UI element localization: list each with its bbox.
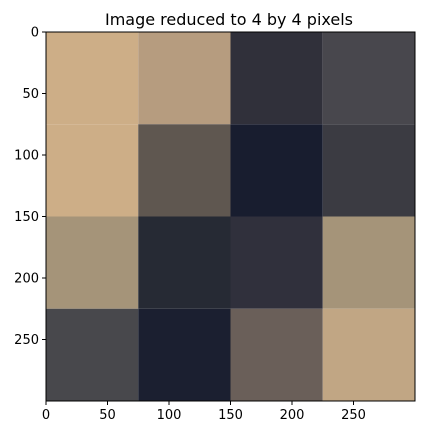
plot-frame [45,31,416,402]
x-axis: 0 50 100 150 200 250 [42,401,366,423]
pixel-cell-r2-c3 [322,216,415,309]
pixel-cell-r0-c1 [138,32,231,125]
y-tick-label: 250 [14,333,39,348]
pixel-cell-r1-c2 [230,124,323,217]
x-tick-label: 200 [280,408,305,423]
x-tick-label: 50 [99,408,116,423]
pixel-cell-r3-c0 [46,308,139,401]
pixel-cell-r3-c3 [322,308,415,401]
pixel-cell-r2-c0 [46,216,139,309]
pixel-grid [46,32,415,401]
x-tick-label: 150 [218,408,243,423]
x-tick-label: 0 [42,408,50,423]
x-tick-label: 100 [157,408,182,423]
pixel-cell-r1-c1 [138,124,231,217]
pixel-cell-r0-c2 [230,32,323,125]
y-tick-label: 150 [14,210,39,225]
pixel-cell-r3-c1 [138,308,231,401]
y-tick-label: 100 [14,149,39,164]
pixel-cell-r0-c3 [322,32,415,125]
pixel-cell-r0-c0 [46,32,139,125]
pixel-cell-r1-c3 [322,124,415,217]
y-tick-label: 200 [14,272,39,287]
pixel-cell-r2-c1 [138,216,231,309]
x-tick-label: 250 [341,408,366,423]
pixel-cell-r2-c2 [230,216,323,309]
chart-title: Image reduced to 4 by 4 pixels [105,10,353,29]
y-tick-label: 0 [31,26,39,41]
pixel-cell-r1-c0 [46,124,139,217]
y-axis: 0 50 100 150 200 250 [14,26,46,348]
y-tick-label: 50 [22,87,39,102]
pixel-cell-r3-c2 [230,308,323,401]
